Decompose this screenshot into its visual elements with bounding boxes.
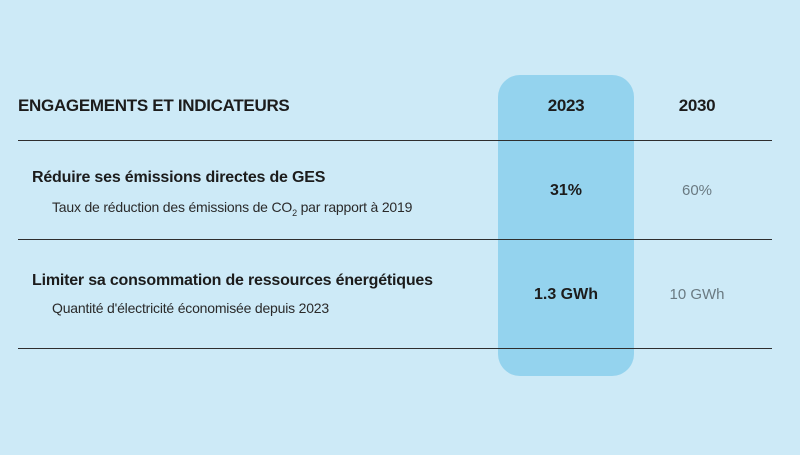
row-1-title: Réduire ses émissions directes de GES <box>32 169 326 186</box>
row-2-title: Limiter sa consommation de ressources én… <box>32 272 433 289</box>
row-1-value-2023: 31% <box>549 182 583 199</box>
row-1-value-2030: 60% <box>681 182 713 199</box>
column-header-2030: 2030 <box>678 96 716 115</box>
row-1-subtitle: Taux de réduction des émissions de CO2 p… <box>52 199 413 218</box>
divider-row-1 <box>18 239 772 240</box>
row-2-value-2023: 1.3 GWh <box>533 286 598 303</box>
highlight-column-2023 <box>498 75 634 376</box>
divider-header <box>18 140 772 141</box>
table-header-title: ENGAGEMENTS ET INDICATEURS <box>18 96 290 115</box>
divider-row-2 <box>18 348 772 349</box>
column-header-2023: 2023 <box>547 96 585 115</box>
row-2-value-2030: 10 GWh <box>669 286 725 303</box>
row-2-subtitle: Quantité d'électricité économisée depuis… <box>52 300 329 316</box>
